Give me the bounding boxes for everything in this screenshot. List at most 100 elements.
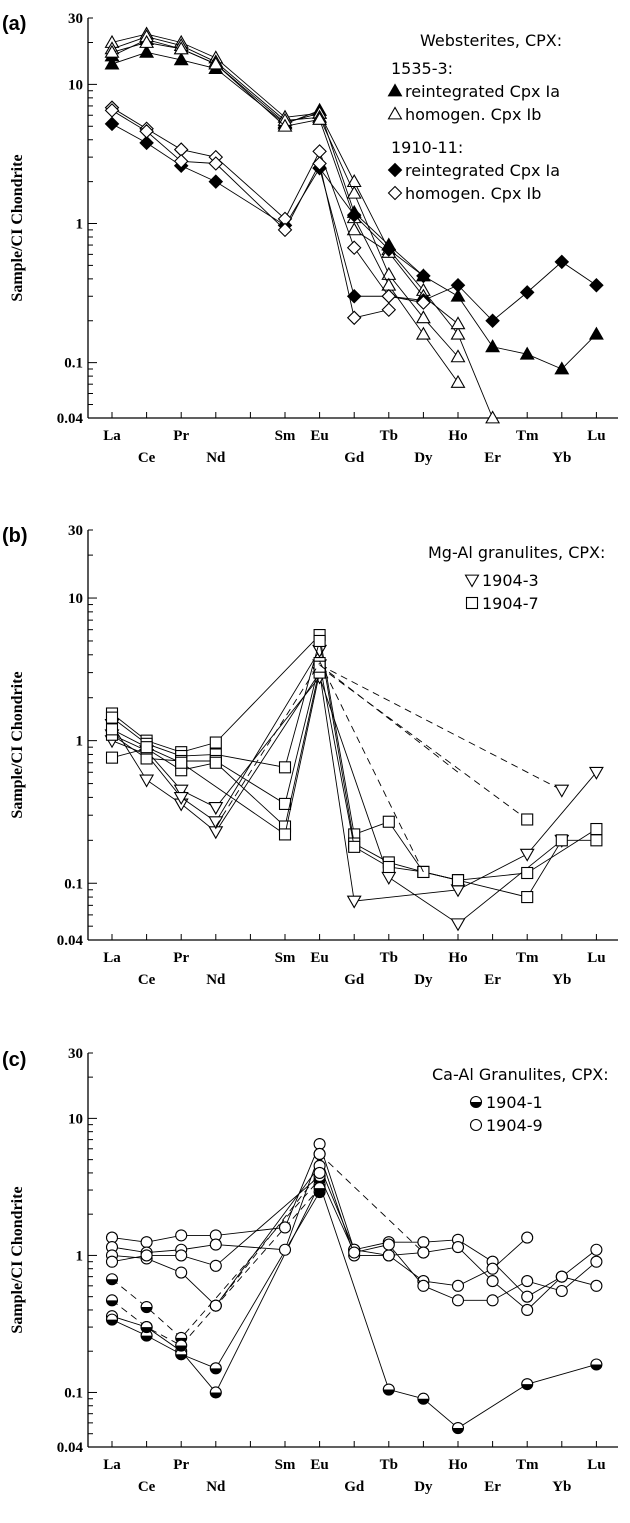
data-point — [104, 116, 120, 132]
data-point — [209, 1259, 222, 1272]
y-tick-label: 1 — [76, 1248, 84, 1264]
data-point — [209, 1299, 222, 1312]
data-point — [346, 240, 362, 255]
data-point — [278, 1221, 292, 1234]
data-point — [312, 144, 327, 159]
data-point — [312, 111, 328, 125]
data-point — [140, 1321, 153, 1334]
series-line — [111, 42, 459, 383]
data-point — [450, 277, 466, 293]
series-5 — [104, 34, 466, 388]
legend-label: 1904-9 — [486, 1116, 543, 1135]
data-point — [381, 871, 397, 885]
x-tick-label: Sm — [275, 1457, 296, 1473]
series-line — [111, 110, 389, 319]
y-tick-label: 0.04 — [57, 933, 84, 949]
data-point — [313, 1137, 326, 1151]
x-tick-label: Tm — [516, 1457, 539, 1473]
data-point — [555, 1270, 568, 1283]
data-point — [348, 1246, 361, 1259]
x-tick-label: Tb — [380, 428, 398, 444]
data-point — [105, 751, 119, 764]
x-tick-label: Yb — [552, 450, 571, 466]
y-tick-label: 10 — [68, 77, 83, 93]
x-tick-label: Tm — [516, 428, 539, 444]
data-point — [590, 1279, 603, 1292]
x-tick-label: Ce — [138, 450, 156, 466]
data-point — [173, 784, 189, 798]
data-point — [588, 766, 604, 780]
y-tick-label: 0.1 — [64, 356, 83, 372]
data-point — [313, 1182, 326, 1195]
x-tick-label: Eu — [310, 950, 328, 966]
series-9 — [104, 100, 431, 310]
x-tick-label: Eu — [310, 1457, 328, 1473]
data-point — [346, 288, 362, 304]
series-line — [111, 123, 597, 322]
panel-2: 0.04 0.1 1 10 30 La Pr Sm Eu Tb Ho Tm Lu Ce Nd Gd Dy Er Yb… — [2, 523, 618, 988]
data-point — [104, 56, 120, 70]
data-point — [104, 44, 120, 58]
data-point — [278, 1243, 292, 1256]
data-point — [139, 774, 155, 788]
data-point — [208, 156, 224, 171]
panel-3: 0.04 0.1 1 10 30 La Pr Sm Eu Tb Ho Tm Lu Ce Nd Gd Dy Er Yb… — [2, 1046, 618, 1495]
x-tick-label: La — [103, 1457, 121, 1473]
data-point — [346, 174, 362, 188]
data-point — [105, 1313, 119, 1326]
series-line — [215, 662, 320, 827]
data-point — [312, 644, 328, 658]
x-tick-label: Lu — [587, 950, 605, 966]
legend-label: homogen. Cpx Ib — [405, 105, 541, 124]
data-point — [588, 326, 604, 340]
data-point — [208, 802, 224, 816]
data-point — [175, 756, 188, 769]
legend-marker — [387, 106, 403, 120]
data-point — [590, 1243, 603, 1256]
data-point — [105, 1273, 119, 1286]
x-tick-label: Tm — [516, 950, 539, 966]
data-point — [208, 56, 224, 70]
x-tick-label: Nd — [206, 450, 226, 466]
x-tick-label: Pr — [173, 950, 189, 966]
x-tick-label: Eu — [310, 428, 328, 444]
data-point — [105, 1255, 119, 1268]
series-10 — [104, 103, 397, 326]
data-point — [521, 1231, 534, 1244]
legend-marker — [469, 1095, 483, 1109]
data-point — [554, 361, 570, 375]
data-point — [346, 185, 362, 199]
data-point — [140, 1301, 153, 1314]
data-point — [175, 1266, 188, 1279]
data-point — [209, 736, 222, 749]
data-point — [173, 41, 189, 55]
data-point — [346, 222, 362, 236]
series-2 — [105, 1186, 326, 1375]
data-point — [417, 1246, 430, 1259]
data-point — [417, 1279, 430, 1292]
panel-label: (c) — [2, 1049, 26, 1071]
data-point — [139, 124, 154, 139]
x-tick-label: La — [103, 950, 121, 966]
legend-marker — [387, 83, 403, 97]
data-point — [175, 1339, 188, 1352]
data-point — [451, 1241, 465, 1254]
data-point — [209, 1362, 222, 1375]
data-point — [173, 791, 189, 806]
x-tick-label: Er — [484, 1479, 501, 1495]
data-point — [139, 44, 155, 58]
data-point — [451, 1294, 465, 1307]
data-point — [521, 866, 534, 880]
x-tick-label: Gd — [344, 450, 365, 466]
panel-1: 0.04 0.1 1 10 30 La Pr Sm Eu Tb Ho Tm Lu Ce Nd Gd Dy Er Yb… — [2, 11, 618, 466]
series-11 — [215, 662, 320, 827]
data-point — [519, 346, 535, 360]
data-point — [173, 154, 189, 169]
data-point — [450, 316, 466, 330]
y-tick-label: 1 — [76, 217, 84, 233]
data-point — [209, 1238, 222, 1251]
legend-label: reintegrated Cpx Ia — [405, 82, 560, 101]
data-point — [590, 822, 603, 836]
x-tick-label: Yb — [552, 1479, 571, 1495]
